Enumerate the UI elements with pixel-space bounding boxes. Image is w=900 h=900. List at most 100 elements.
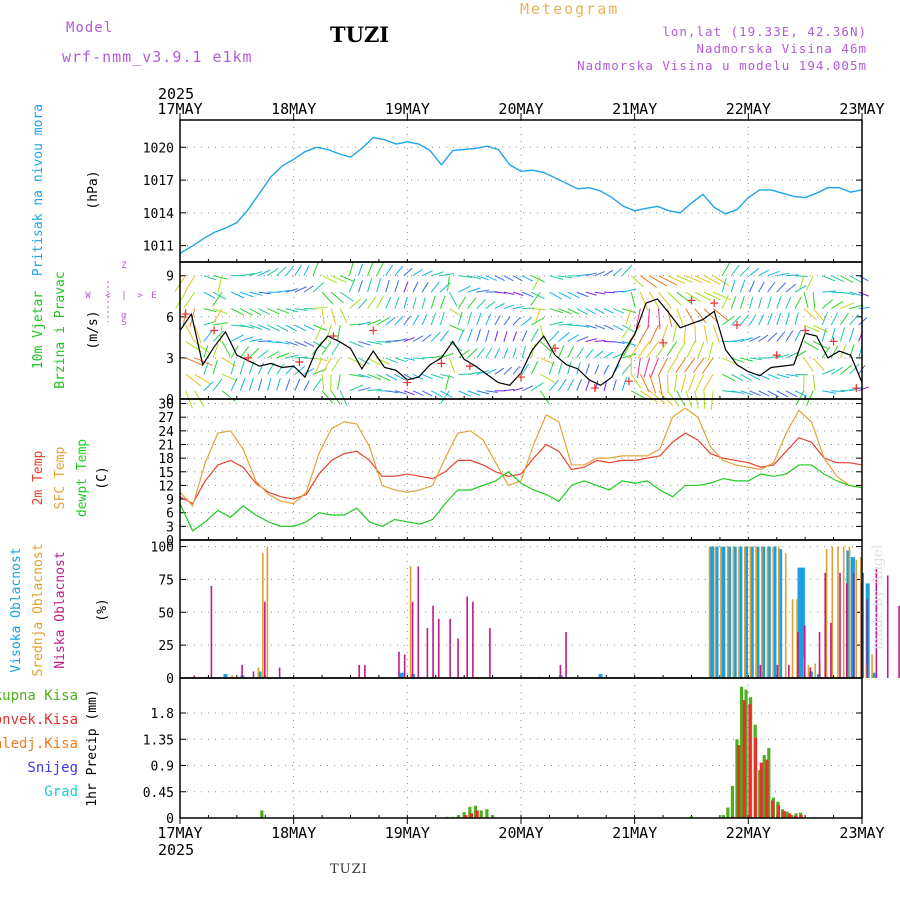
wind-vector (203, 361, 209, 375)
wind-vector (625, 308, 632, 325)
wind-vector (613, 290, 625, 293)
wind-vector (585, 363, 590, 375)
wind-vector (594, 339, 606, 342)
wind-vector (421, 390, 433, 397)
wind-vector (458, 390, 472, 397)
wind-vector (403, 357, 416, 361)
wind-vector (385, 390, 399, 394)
mid-cloud-axis-label: Srednja Oblacnost (31, 543, 46, 676)
wind-vector (776, 296, 782, 309)
wind-vector (576, 273, 590, 277)
wind-vector (357, 263, 363, 276)
wind-vector (656, 341, 669, 358)
wind-vector (776, 390, 789, 398)
y-tick-label: 25 (158, 639, 174, 654)
wind-vector (446, 275, 450, 292)
y-tick-label: 3 (166, 352, 174, 367)
wind-vector (647, 308, 650, 329)
convective-rain-bar (788, 813, 792, 818)
wind-vector (194, 357, 213, 366)
wind-vector (494, 347, 501, 359)
wind-gust-marker (624, 377, 633, 386)
wind-vector (858, 347, 863, 359)
wind-vector (349, 298, 362, 309)
wind-vector (412, 268, 423, 277)
wind-vector (257, 378, 263, 391)
wind-vector (439, 330, 449, 342)
wind-vector (203, 275, 217, 281)
wind-vector (276, 308, 290, 314)
x-tick-label-bottom: 18MAY (271, 824, 316, 842)
wind-vector (558, 360, 563, 375)
wind-vector (549, 330, 560, 342)
wind-vector (240, 324, 255, 329)
wind-vector (431, 373, 444, 380)
wind-gust-marker (465, 362, 474, 371)
low-cloud-bar (417, 566, 420, 678)
total-rain-bar (739, 686, 744, 818)
wind-gust-marker (710, 299, 719, 308)
wind-vector (649, 291, 661, 310)
wind-vector (603, 269, 614, 277)
wind-vector (703, 275, 721, 285)
wind-vector (839, 327, 845, 342)
wind-vector (831, 300, 844, 310)
wind-vector (767, 332, 778, 342)
high-cloud-bar (744, 546, 749, 678)
wind-vector (549, 291, 563, 300)
wind-vector (603, 291, 615, 294)
wind-vector (549, 308, 564, 314)
wind-vector (695, 374, 705, 391)
wind-vector (549, 321, 564, 326)
mid-cloud-bar (266, 546, 269, 678)
wind-vector (494, 302, 505, 310)
wind-vector (249, 291, 263, 296)
wind-vector (530, 360, 539, 375)
mid-cloud-bar (814, 663, 817, 678)
wind-vector (212, 359, 218, 375)
wind-vector (294, 324, 307, 332)
wind-vector (258, 269, 271, 277)
y-tick-label: 75 (158, 573, 174, 588)
mid-cloud-bar (831, 546, 834, 678)
y-tick-label: 9 (166, 493, 174, 508)
convective-rain-bar (742, 700, 746, 818)
wind-vector (794, 312, 799, 326)
wind-vector (476, 312, 482, 326)
y-tick-label: 1020 (143, 141, 174, 156)
wind-vector (339, 308, 348, 324)
wind-vector (758, 334, 769, 342)
wind-vector (530, 382, 544, 392)
wind-vector (612, 308, 624, 314)
wind-vector (676, 341, 687, 357)
low-cloud-bar (210, 586, 213, 678)
wind-vector (639, 374, 650, 393)
wind-vector (339, 291, 354, 302)
wind-vector (821, 346, 831, 359)
wind-vector (248, 347, 260, 359)
station-name: TUZI (330, 22, 390, 47)
high-cloud-bar (714, 546, 719, 678)
x-tick-label-bottom: 21MAY (612, 824, 657, 842)
wind-vector (212, 322, 228, 326)
y-tick-label: 1011 (143, 240, 174, 255)
wind-vector (421, 334, 432, 342)
wind-vector (539, 390, 550, 405)
total-rain-bar (479, 810, 483, 818)
wind-vector (594, 271, 605, 277)
wind-vector (612, 340, 625, 344)
wind-vector (239, 346, 250, 359)
wind-vector (230, 360, 236, 375)
wind-vector (822, 275, 836, 282)
wind-vector (367, 319, 382, 326)
compass-center-mark: | (121, 291, 126, 301)
wind-vector (721, 315, 735, 326)
wind-vector (321, 291, 334, 305)
wind-vector (194, 341, 210, 354)
high-cloud-bar (223, 674, 228, 678)
x-tick-label-top: 19MAY (385, 100, 430, 118)
wind-vector (821, 328, 827, 342)
wind-vector (412, 335, 424, 342)
wind-vector (585, 324, 597, 329)
low-cloud-bar (830, 622, 832, 678)
